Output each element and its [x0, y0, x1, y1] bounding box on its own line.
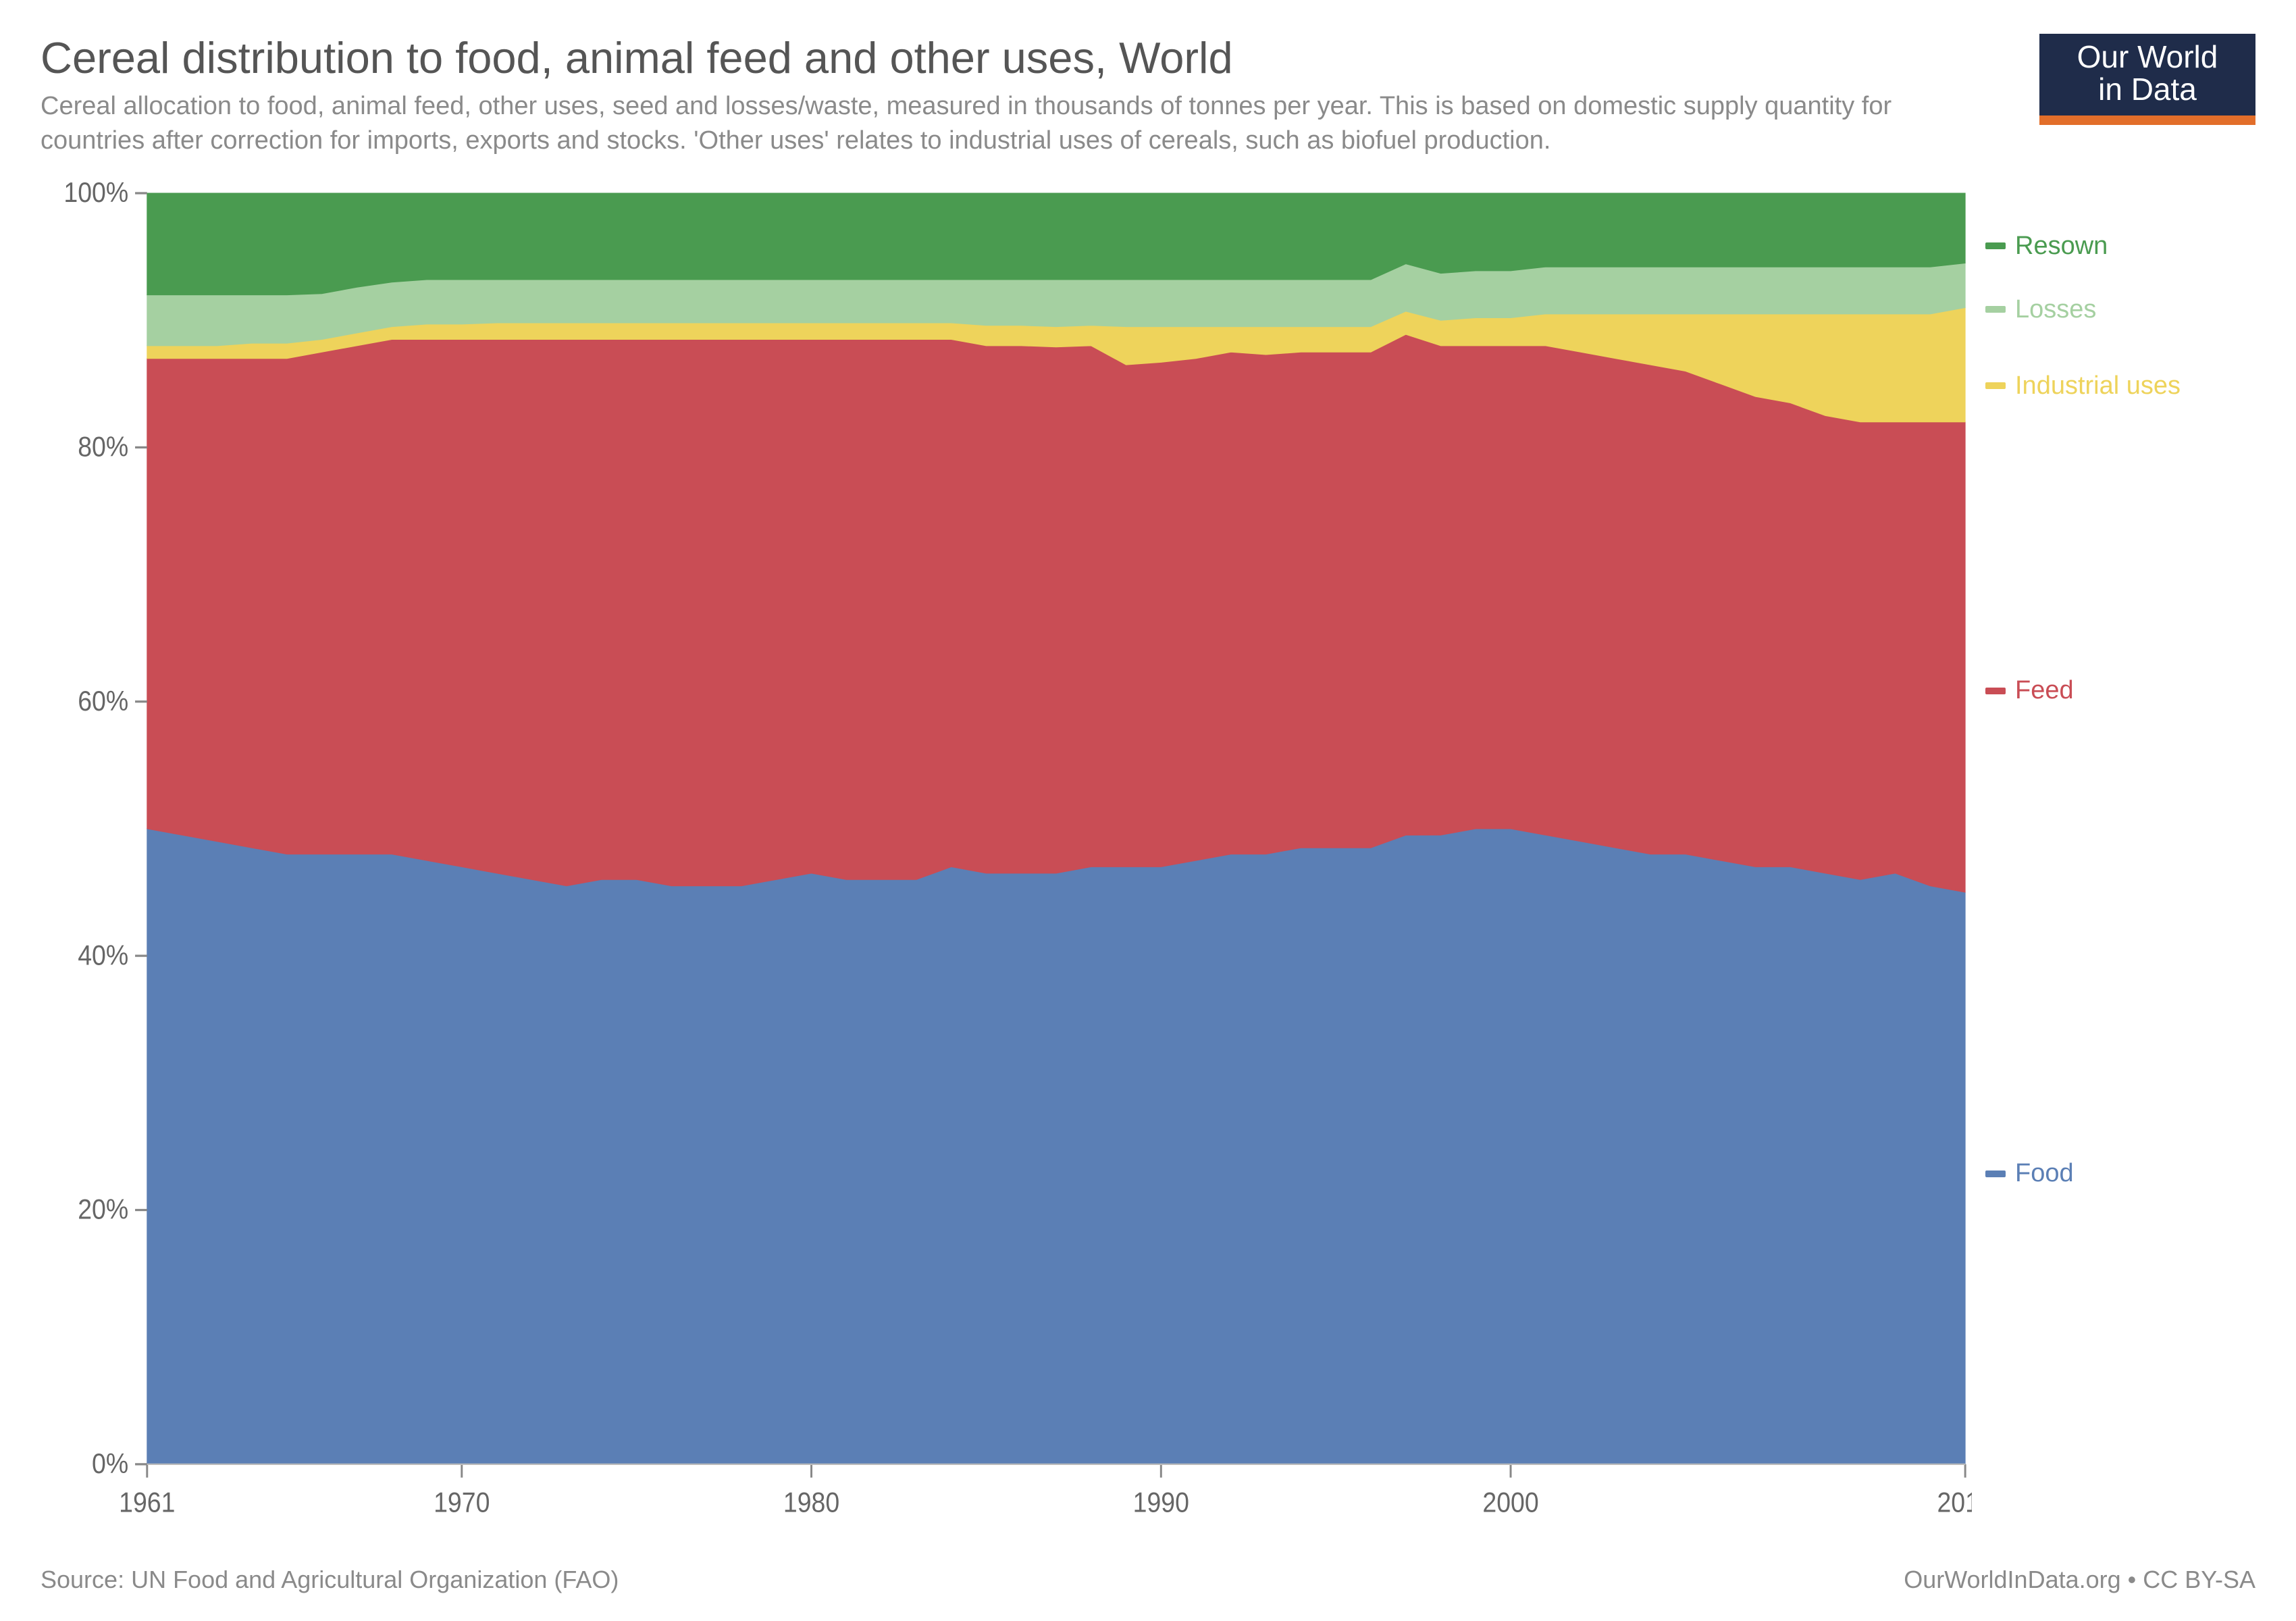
legend-label: Resown — [2015, 232, 2108, 261]
y-tick-label: 40% — [78, 940, 128, 971]
header-titles: Cereal distribution to food, animal feed… — [41, 34, 2019, 158]
legend-item-industrial: Industrial uses — [1985, 371, 2181, 401]
y-tick-label: 80% — [78, 432, 128, 463]
y-tick-label: 20% — [78, 1194, 128, 1225]
x-tick-label: 2000 — [1482, 1487, 1538, 1518]
header: Cereal distribution to food, animal feed… — [41, 34, 2255, 158]
legend-swatch — [1985, 306, 2006, 313]
area-food — [147, 829, 1965, 1464]
legend-swatch — [1985, 382, 2006, 389]
area-feed — [147, 334, 1965, 892]
legend-label: Feed — [2015, 676, 2074, 705]
y-tick-label: 100% — [63, 178, 128, 209]
chart-zone: 0% 20% 40% 60% 80% 100% 1961 1970 1980 1990 2000 20… — [41, 178, 2255, 1553]
y-tick-label: 0% — [92, 1448, 128, 1479]
plot-column: 0% 20% 40% 60% 80% 100% 1961 1970 1980 1990 2000 20… — [41, 178, 1972, 1553]
owid-logo: Our World in Data — [2039, 34, 2255, 125]
stacked-area-chart: 0% 20% 40% 60% 80% 100% 1961 1970 1980 1990 2000 20… — [41, 178, 1972, 1553]
legend-swatch — [1985, 688, 2006, 694]
y-tick-label: 60% — [78, 686, 128, 717]
owid-logo-text: Our World in Data — [2039, 34, 2255, 115]
chart-title: Cereal distribution to food, animal feed… — [41, 34, 2019, 82]
owid-logo-accent — [2039, 115, 2255, 125]
footer-credit: OurWorldInData.org • CC BY-SA — [1904, 1566, 2255, 1594]
chart-container: Cereal distribution to food, animal feed… — [0, 0, 2296, 1621]
legend-item-losses: Losses — [1985, 295, 2096, 324]
owid-logo-line2: in Data — [2047, 73, 2247, 105]
x-tick-label: 1970 — [434, 1487, 490, 1518]
chart-subtitle: Cereal allocation to food, animal feed, … — [41, 89, 1931, 159]
legend-swatch — [1985, 242, 2006, 249]
x-tick-label: 1980 — [783, 1487, 839, 1518]
legend: Resown Losses Industrial uses Feed Food — [1972, 178, 2255, 1553]
owid-logo-line1: Our World — [2047, 41, 2247, 73]
legend-item-food: Food — [1985, 1159, 2074, 1188]
x-tick-label: 1961 — [119, 1487, 175, 1518]
legend-item-resown: Resown — [1985, 232, 2108, 261]
x-tick-label: 1990 — [1133, 1487, 1189, 1518]
footer: Source: UN Food and Agricultural Organiz… — [41, 1553, 2255, 1594]
legend-label: Food — [2015, 1159, 2074, 1188]
footer-source: Source: UN Food and Agricultural Organiz… — [41, 1566, 619, 1594]
x-tick-label: 2013 — [1937, 1487, 1972, 1518]
legend-label: Industrial uses — [2015, 371, 2181, 401]
legend-label: Losses — [2015, 295, 2096, 324]
legend-item-feed: Feed — [1985, 676, 2074, 705]
legend-swatch — [1985, 1170, 2006, 1177]
